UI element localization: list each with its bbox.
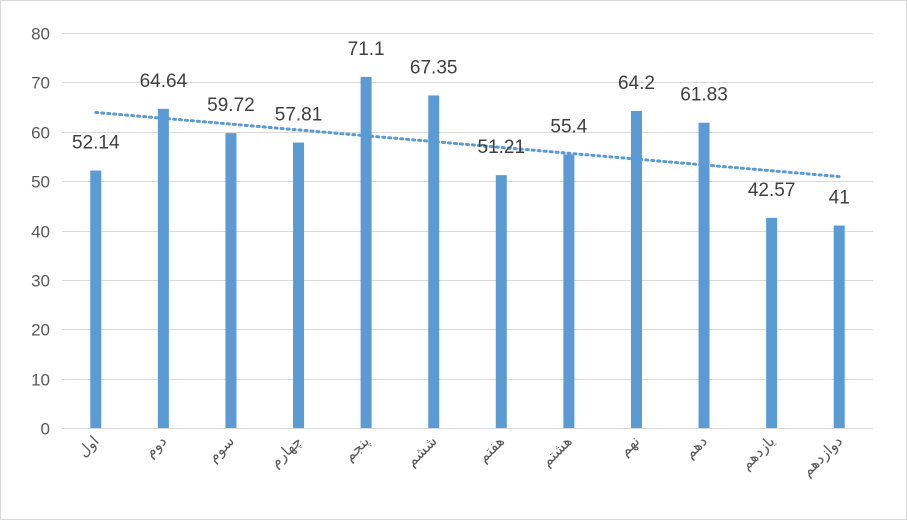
- trendline-group: [94, 110, 841, 179]
- y-tick-label: 60: [31, 124, 50, 143]
- y-tick-label: 30: [31, 272, 50, 291]
- gridlines: [62, 33, 873, 429]
- data-label-9: 64.2: [618, 73, 655, 94]
- data-label-5: 71.1: [348, 39, 385, 60]
- y-tick-label: 50: [31, 173, 50, 192]
- bar-5: [360, 76, 372, 428]
- trendline: [94, 110, 841, 179]
- y-tick-label: 40: [31, 223, 50, 242]
- data-label-8: 55.4: [550, 116, 587, 137]
- data-label-1: 52.14: [72, 133, 120, 154]
- y-tick-label: 80: [31, 25, 50, 44]
- data-label-7: 51.21: [478, 137, 526, 158]
- data-label-11: 42.57: [748, 180, 796, 201]
- bar-4: [293, 142, 305, 429]
- bar-3: [225, 133, 237, 428]
- data-labels: 52.14 64.64 59.72 57.81 71.1 67.35 51.21 55.4 64…: [72, 39, 850, 209]
- bar-12: [833, 225, 845, 428]
- bar-2: [157, 108, 169, 428]
- y-tick-label: 70: [31, 74, 50, 93]
- y-tick-label: 20: [31, 321, 50, 340]
- bar-11: [766, 217, 778, 428]
- bar-8: [563, 154, 575, 428]
- data-label-2: 64.64: [140, 71, 188, 92]
- data-label-6: 67.35: [410, 57, 458, 78]
- bar-7: [495, 175, 507, 428]
- bar-6: [428, 95, 440, 428]
- y-tick-label: 0: [41, 420, 50, 439]
- bar-9: [630, 111, 642, 428]
- y-axis-ticks: 0 10 20 30 40 50 60 70 80: [31, 25, 50, 439]
- data-label-3: 59.72: [207, 95, 255, 116]
- bar-1: [90, 170, 102, 428]
- y-tick-label: 10: [31, 371, 50, 390]
- bar-10: [698, 122, 710, 428]
- data-label-4: 57.81: [275, 105, 323, 126]
- bars: [90, 76, 845, 429]
- data-label-10: 61.83: [680, 85, 728, 106]
- data-label-12: 41: [829, 188, 850, 209]
